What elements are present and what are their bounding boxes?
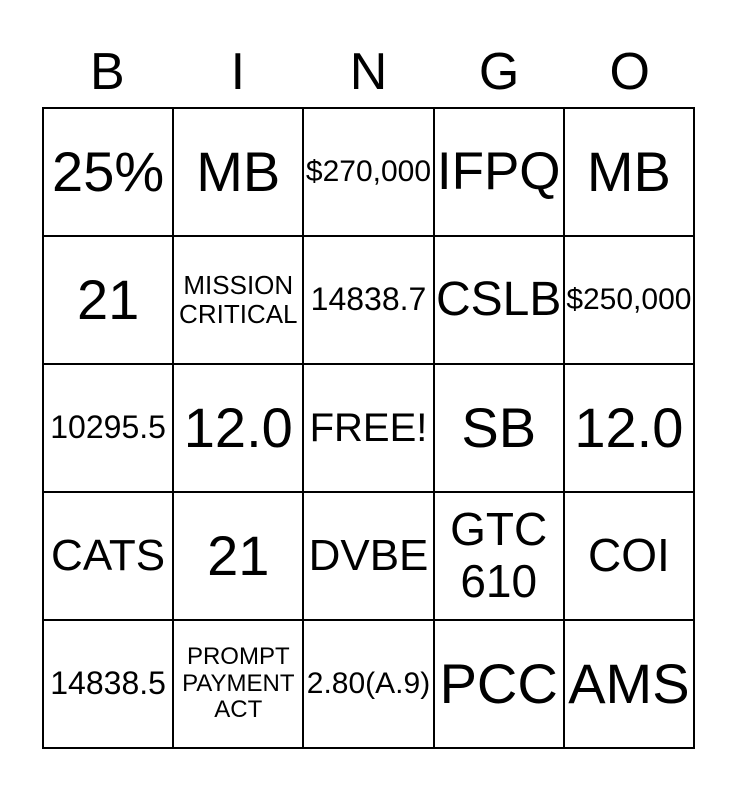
bingo-cell-r3c3-free-space[interactable]: FREE! — [303, 364, 434, 492]
bingo-cell-r2c2[interactable]: MISSION CRITICAL — [173, 236, 304, 364]
bingo-cell-r5c4[interactable]: PCC — [433, 620, 564, 748]
header-letter-i: I — [230, 42, 246, 101]
bingo-card: B I N G O 25% MB $270,000 IFPQ MB 21 MIS… — [42, 0, 695, 749]
bingo-cell-r5c3[interactable]: 2.80(A.9) — [303, 620, 434, 748]
bingo-cell-r2c5[interactable]: $250,000 — [563, 236, 694, 364]
bingo-cell-r4c4[interactable]: GTC 610 — [433, 492, 564, 620]
bingo-grid: 25% MB $270,000 IFPQ MB 21 MISSION CRITI… — [42, 107, 695, 749]
bingo-header: B I N G O — [42, 0, 695, 107]
bingo-cell-r4c3[interactable]: DVBE — [303, 492, 434, 620]
bingo-cell-r4c5[interactable]: COI — [563, 492, 694, 620]
bingo-cell-r3c1[interactable]: 10295.5 — [43, 364, 174, 492]
bingo-cell-r4c2[interactable]: 21 — [173, 492, 304, 620]
bingo-cell-r1c2[interactable]: MB — [173, 108, 304, 236]
bingo-cell-r1c3[interactable]: $270,000 — [303, 108, 434, 236]
bingo-cell-r3c4[interactable]: SB — [433, 364, 564, 492]
bingo-cell-r3c5[interactable]: 12.0 — [563, 364, 694, 492]
bingo-cell-r2c3[interactable]: 14838.7 — [303, 236, 434, 364]
bingo-cell-r1c1[interactable]: 25% — [43, 108, 174, 236]
header-letter-b: B — [89, 42, 125, 101]
header-letter-n: N — [349, 42, 388, 101]
bingo-cell-r4c1[interactable]: CATS — [43, 492, 174, 620]
bingo-cell-r2c4[interactable]: CSLB — [433, 236, 564, 364]
bingo-cell-r3c2[interactable]: 12.0 — [173, 364, 304, 492]
bingo-cell-r5c5[interactable]: AMS — [563, 620, 694, 748]
header-letter-g: G — [478, 42, 520, 101]
bingo-cell-r1c5[interactable]: MB — [563, 108, 694, 236]
bingo-cell-r5c1[interactable]: 14838.5 — [43, 620, 174, 748]
bingo-cell-r2c1[interactable]: 21 — [43, 236, 174, 364]
header-letter-o: O — [609, 42, 650, 101]
bingo-cell-r5c2[interactable]: PROMPT PAYMENT ACT — [173, 620, 304, 748]
bingo-cell-r1c4[interactable]: IFPQ — [433, 108, 564, 236]
